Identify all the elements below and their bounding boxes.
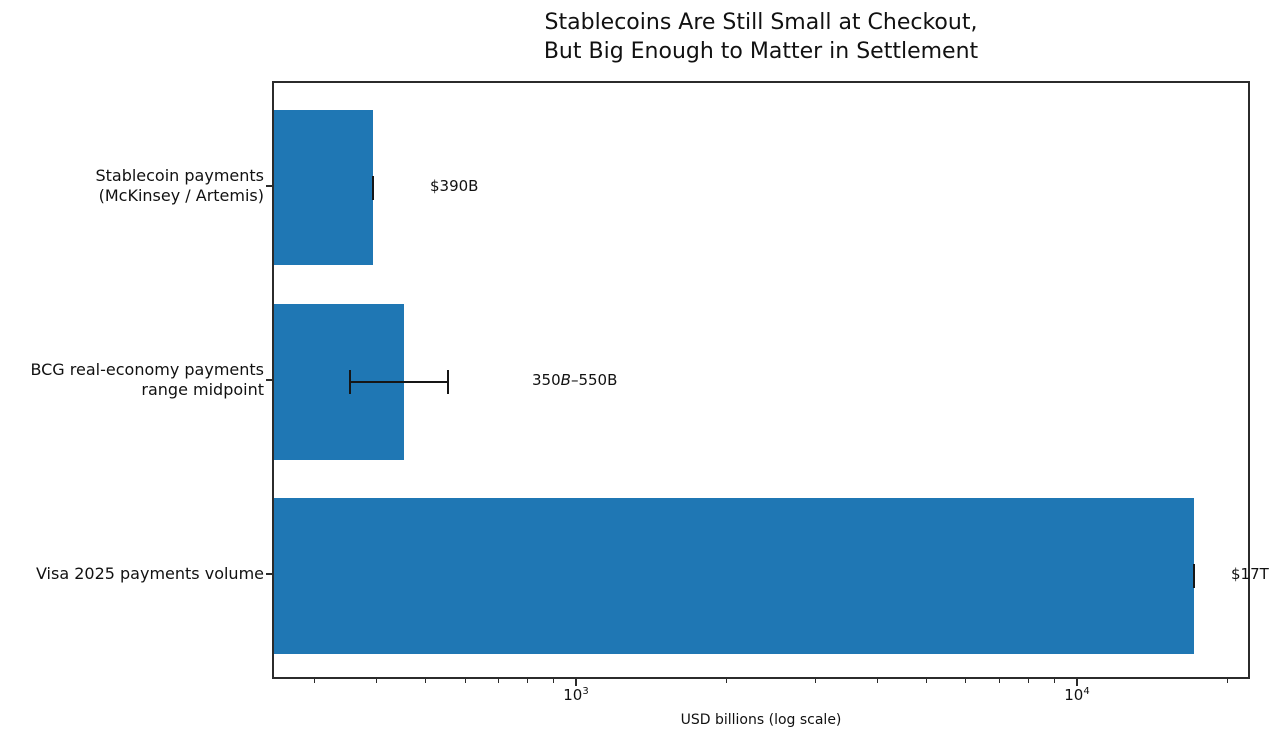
x-tick-base: 10	[563, 686, 583, 704]
error-bar-cap-high-0	[372, 175, 375, 200]
x-minor-tick	[1027, 679, 1029, 683]
x-major-tick	[575, 679, 578, 686]
x-tick-exponent: 3	[582, 686, 589, 697]
y-tick-label-line: (McKinsey / Artemis)	[98, 186, 264, 205]
bar-2	[274, 498, 1195, 654]
y-tick-label-line: range midpoint	[141, 380, 264, 399]
y-tick-label-line: Stablecoin payments	[95, 166, 264, 185]
chart-title-line-2: But Big Enough to Matter in Settlement	[543, 39, 979, 64]
y-tick-label-visa-volume: Visa 2025 payments volume	[0, 564, 264, 584]
annotation-bcg-range: 350B–550B	[532, 371, 617, 389]
annotation-stablecoin-390b: $390B	[430, 177, 479, 195]
x-tick-label-1000: 103	[563, 686, 588, 704]
y-tick-label-line: BCG real-economy payments	[30, 360, 264, 379]
annotation-visa-17t: $17T	[1231, 565, 1269, 583]
annotation-bcg-italic-b: B	[560, 371, 571, 389]
error-bar-cap-high-2	[1193, 564, 1196, 589]
x-minor-tick	[965, 679, 967, 683]
x-minor-tick	[726, 679, 728, 683]
annotation-bcg-post: –550B	[570, 371, 618, 389]
x-minor-tick	[1053, 679, 1055, 683]
x-tick-base: 10	[1064, 686, 1084, 704]
x-minor-tick	[1227, 679, 1229, 683]
x-minor-tick	[877, 679, 879, 683]
x-minor-tick	[313, 679, 315, 683]
x-minor-tick	[498, 679, 500, 683]
error-bar-cap-low-1	[348, 370, 351, 394]
y-tick-label-line: Visa 2025 payments volume	[35, 564, 264, 583]
x-minor-tick	[376, 679, 378, 683]
y-tick-0	[266, 184, 272, 187]
plot-area	[272, 81, 1250, 679]
x-minor-tick	[424, 679, 426, 683]
y-tick-2	[266, 573, 272, 576]
x-minor-tick	[552, 679, 554, 683]
x-major-tick	[1076, 679, 1079, 686]
annotation-bcg-pre: 350	[532, 371, 561, 389]
y-tick-label-stablecoin-payments: Stablecoin payments (McKinsey / Artemis)	[0, 166, 264, 206]
x-tick-exponent: 4	[1083, 686, 1090, 697]
x-tick-label-10000: 104	[1064, 686, 1089, 704]
y-tick-1	[266, 379, 272, 381]
error-bar-line-1	[349, 381, 449, 383]
error-bar-cap-high-1	[447, 370, 450, 394]
y-tick-label-bcg-range-midpoint: BCG real-economy payments range midpoint	[0, 360, 264, 400]
x-minor-tick	[998, 679, 1000, 683]
chart-title: Stablecoins Are Still Small at Checkout,…	[272, 8, 1250, 66]
bar-0	[274, 110, 374, 266]
chart-title-line-1: Stablecoins Are Still Small at Checkout,	[544, 10, 978, 35]
x-minor-tick	[527, 679, 529, 683]
x-minor-tick	[925, 679, 927, 683]
x-minor-tick	[814, 679, 816, 683]
x-minor-tick	[464, 679, 466, 683]
x-axis-label: USD billions (log scale)	[680, 712, 842, 728]
